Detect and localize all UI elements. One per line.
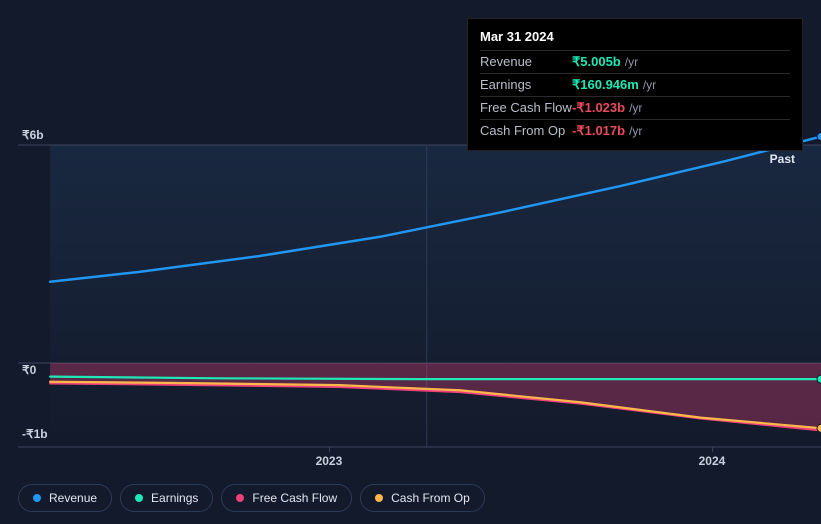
tooltip-row: Cash From Op-₹1.017b/yr (480, 119, 790, 142)
legend-swatch (33, 494, 41, 502)
hover-tooltip: Mar 31 2024 Revenue₹5.005b/yrEarnings₹16… (467, 18, 803, 151)
tooltip-row-unit: /yr (629, 124, 642, 138)
legend-item-fcf[interactable]: Free Cash Flow (221, 484, 352, 512)
legend-label: Free Cash Flow (252, 491, 337, 505)
legend-item-earnings[interactable]: Earnings (120, 484, 213, 512)
legend-label: Earnings (151, 491, 198, 505)
tooltip-row-label: Free Cash Flow (480, 100, 572, 115)
tooltip-row-value: ₹5.005b (572, 54, 621, 70)
tooltip-row-unit: /yr (629, 101, 642, 115)
tooltip-date: Mar 31 2024 (480, 27, 790, 50)
tooltip-row-unit: /yr (625, 55, 638, 69)
financials-chart[interactable] (18, 145, 821, 447)
x-axis-tick: 2024 (699, 454, 726, 468)
tooltip-row: Revenue₹5.005b/yr (480, 50, 790, 73)
y-axis-tick: ₹6b (22, 128, 44, 142)
tooltip-row-value: -₹1.017b (572, 123, 625, 139)
legend-swatch (135, 494, 143, 502)
tooltip-row-unit: /yr (643, 78, 656, 92)
x-axis-tick: 2023 (316, 454, 343, 468)
legend-swatch (375, 494, 383, 502)
legend-label: Cash From Op (391, 491, 470, 505)
tooltip-row: Free Cash Flow-₹1.023b/yr (480, 96, 790, 119)
legend-label: Revenue (49, 491, 97, 505)
tooltip-row-label: Earnings (480, 77, 572, 92)
legend-swatch (236, 494, 244, 502)
legend-item-revenue[interactable]: Revenue (18, 484, 112, 512)
tooltip-row-value: -₹1.023b (572, 100, 625, 116)
legend: Revenue Earnings Free Cash Flow Cash From O… (18, 484, 485, 512)
tooltip-row-value: ₹160.946m (572, 77, 639, 93)
tooltip-row-label: Revenue (480, 54, 572, 69)
tooltip-row-label: Cash From Op (480, 123, 572, 138)
past-label: Past (770, 152, 795, 166)
tooltip-row: Earnings₹160.946m/yr (480, 73, 790, 96)
legend-item-cfo[interactable]: Cash From Op (360, 484, 485, 512)
